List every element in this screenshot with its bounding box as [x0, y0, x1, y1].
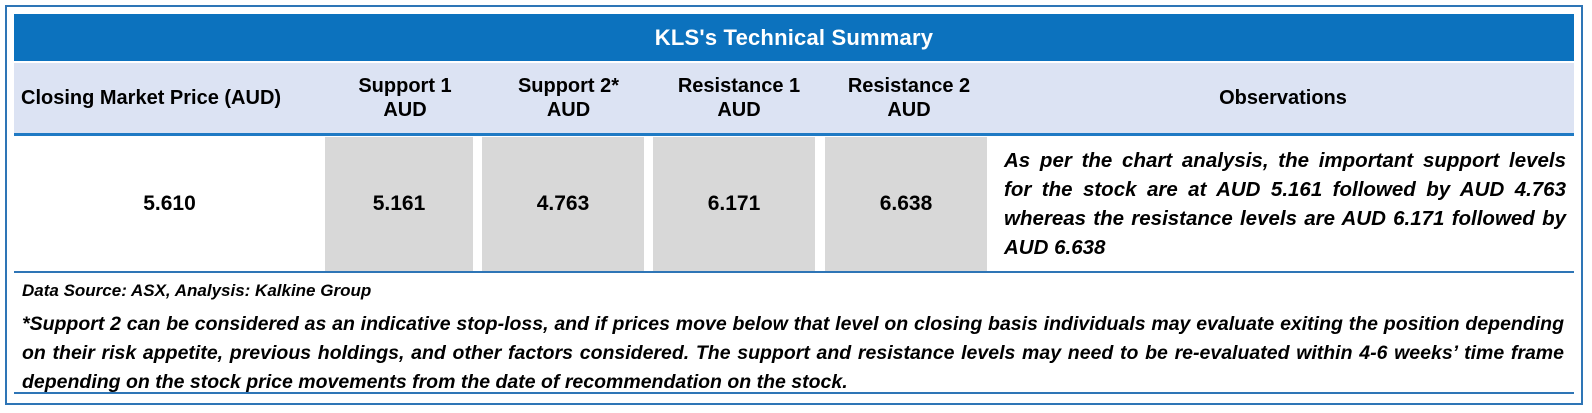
page-title: KLS's Technical Summary	[14, 14, 1574, 61]
cell-support-2: 4.763	[482, 137, 644, 271]
cell-resistance-2: 6.638	[825, 137, 987, 271]
cell-observations: As per the chart analysis, the important…	[994, 137, 1574, 271]
column-header-resistance-2: Resistance 2 AUD	[826, 63, 992, 133]
column-header-label: Observations	[1219, 86, 1347, 109]
column-header-closing-market-price: Closing Market Price (AUD)	[14, 63, 325, 133]
table-header-row: Closing Market Price (AUD) Support 1 AUD…	[14, 63, 1574, 136]
disclaimer-note: *Support 2 can be considered as an indic…	[14, 307, 1574, 394]
cell-resistance-1: 6.171	[653, 137, 815, 271]
column-header-resistance-1: Resistance 1 AUD	[652, 63, 826, 133]
column-header-unit: AUD	[383, 99, 427, 121]
table-row: 5.610 5.161 4.763 6.171 6.638 As per the…	[14, 137, 1574, 273]
column-header-support-1: Support 1 AUD	[325, 63, 485, 133]
column-header-support-2: Support 2* AUD	[485, 63, 652, 133]
technical-summary-card: KLS's Technical Summary Closing Market P…	[5, 5, 1583, 405]
data-source-note: Data Source: ASX, Analysis: Kalkine Grou…	[22, 281, 372, 300]
column-header-unit: AUD	[887, 99, 931, 121]
column-header-unit: AUD	[546, 99, 591, 121]
column-header-observations: Observations	[992, 63, 1574, 133]
cell-support-1: 5.161	[325, 137, 473, 271]
observations-text: As per the chart analysis, the important…	[1004, 148, 1566, 260]
column-header-label: Resistance 2	[847, 74, 971, 97]
column-header-label: Closing Market Price (AUD)	[21, 86, 282, 109]
column-header-label: Resistance 1	[677, 74, 801, 97]
column-header-unit: AUD	[717, 99, 761, 121]
column-header-label: Support 2*	[517, 74, 620, 97]
column-header-label: Support 1	[358, 74, 452, 97]
cell-closing-market-price: 5.610	[143, 192, 196, 215]
